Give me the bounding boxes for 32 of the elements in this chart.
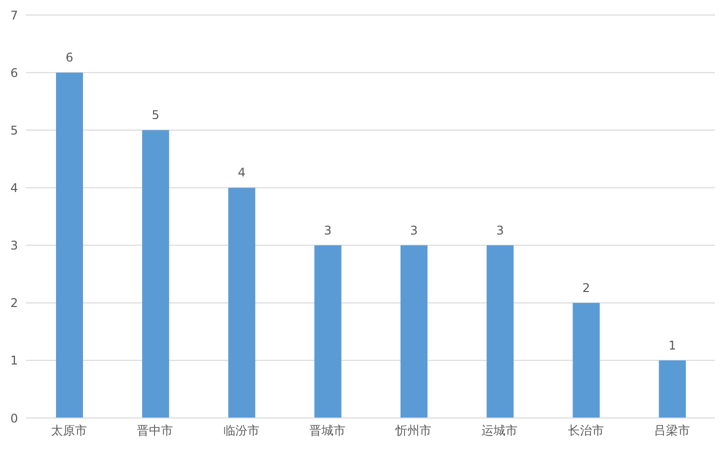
x-tick-label: 运城市 [482, 424, 518, 438]
data-label: 3 [496, 223, 504, 238]
y-tick-label: 1 [10, 354, 18, 368]
y-tick-label: 5 [10, 123, 18, 138]
bar [228, 188, 256, 418]
y-tick-label: 6 [10, 66, 18, 80]
y-tick-label: 2 [10, 296, 18, 310]
data-label: 4 [238, 166, 246, 180]
data-label: 3 [410, 223, 418, 238]
x-tick-label: 晋中市 [137, 424, 174, 438]
x-tick-label: 吕梁市 [654, 424, 690, 438]
x-tick-label: 临汾市 [223, 424, 260, 438]
y-tick-label: 3 [10, 238, 18, 253]
bar [486, 245, 514, 418]
data-label: 1 [668, 338, 676, 352]
x-tick-label: 太原市 [51, 424, 88, 438]
bar [400, 245, 428, 418]
x-tick-label: 晋城市 [309, 424, 346, 438]
data-label: 5 [152, 108, 160, 122]
data-label: 3 [324, 223, 332, 238]
bar [142, 130, 170, 418]
x-tick-label: 忻州市 [394, 424, 432, 438]
bar [314, 245, 342, 418]
y-tick-label: 4 [10, 180, 18, 195]
bar [572, 302, 600, 418]
bar [658, 360, 686, 418]
x-tick-label: 长治市 [568, 424, 604, 438]
bar [56, 72, 83, 418]
y-tick-label: 7 [10, 8, 18, 22]
data-label: 2 [582, 280, 590, 295]
data-label: 6 [66, 50, 74, 65]
y-tick-label: 0 [10, 411, 18, 426]
